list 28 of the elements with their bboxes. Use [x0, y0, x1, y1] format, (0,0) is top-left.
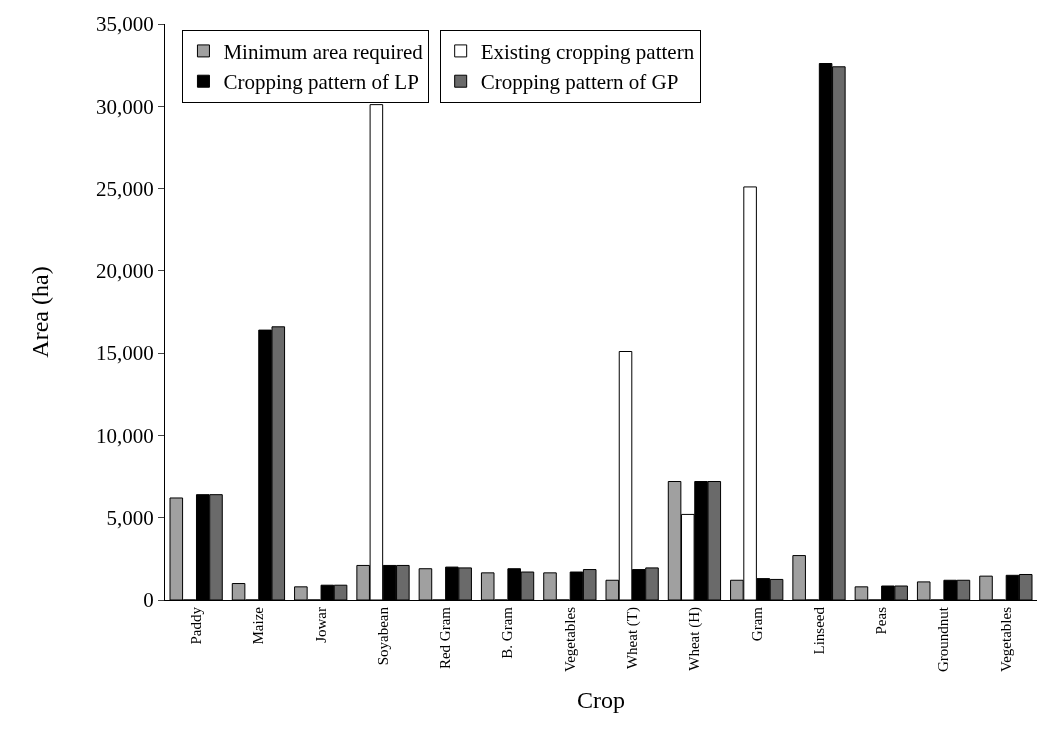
x-tick-label: B. Gram: [499, 606, 516, 659]
x-tick-label: Peas: [873, 606, 890, 635]
legend-label: Cropping pattern of GP: [480, 70, 679, 95]
x-tick-label: Maize: [250, 606, 267, 645]
y-tick-label: 30,000: [96, 94, 154, 119]
y-tick-label: 10,000: [96, 423, 154, 448]
x-tick-label: Groundnut: [935, 606, 952, 672]
y-tick-label: 20,000: [96, 259, 154, 284]
x-tick-label: Linseed: [810, 606, 827, 655]
y-tick-label: 5,000: [106, 506, 154, 531]
y-tick-label: 0: [143, 588, 154, 613]
x-tick-label: Jowar: [312, 607, 329, 643]
x-tick-label: Soyabean: [374, 606, 391, 666]
y-tick-label: 15,000: [96, 341, 154, 366]
x-tick-label: Gram: [748, 606, 765, 642]
x-tick-label: Red Gram: [437, 606, 454, 670]
legend-label: Existing cropping pattern: [480, 40, 695, 65]
legend-label: Minimum area required: [223, 40, 424, 65]
x-tick-label: Vegetables: [997, 606, 1014, 672]
y-tick-label: 25,000: [96, 176, 154, 201]
x-tick-label: Wheat (H): [686, 607, 704, 671]
x-tick-label: Paddy: [188, 606, 205, 645]
x-tick-label: Wheat (T): [624, 607, 642, 670]
x-tick-label: Vegetables: [561, 606, 578, 672]
y-tick-label: 35,000: [96, 12, 154, 37]
x-axis-title: Crop: [577, 687, 625, 714]
legend-label: Cropping pattern of LP: [223, 70, 419, 95]
y-axis-title: Area (ha): [27, 266, 54, 358]
